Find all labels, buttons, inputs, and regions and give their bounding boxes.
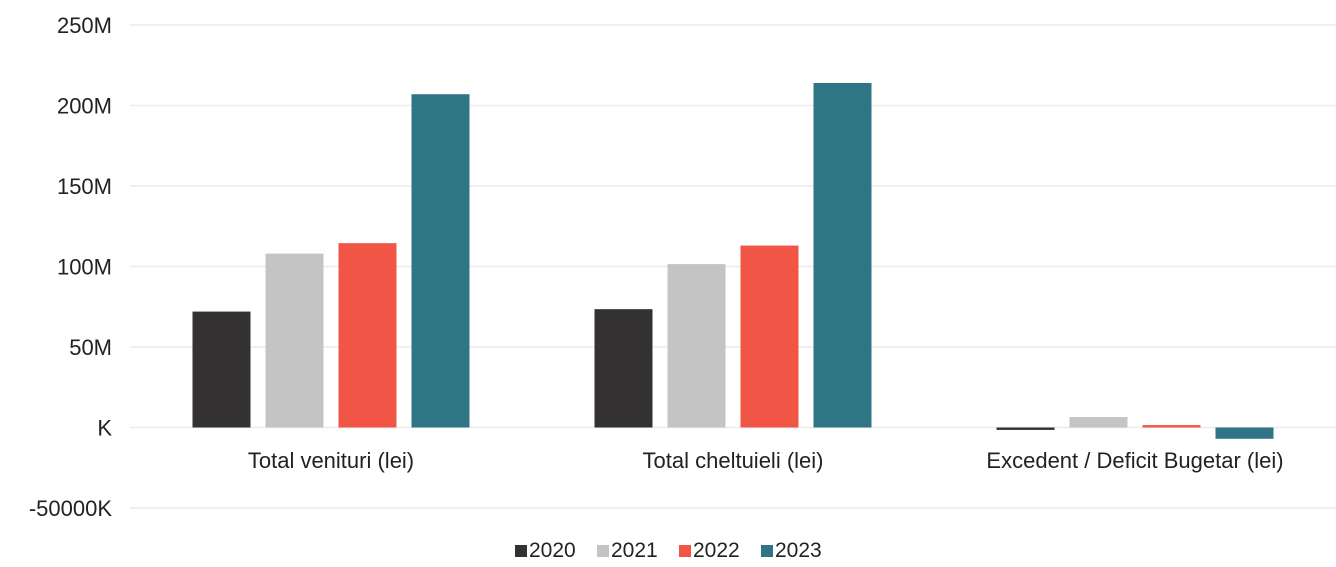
legend-item: 2021	[597, 539, 658, 562]
bar-2023	[813, 82, 872, 428]
legend-swatch	[515, 545, 527, 557]
gridlines	[130, 24, 1336, 509]
y-tick-label: 50M	[69, 335, 112, 360]
bar-2022	[1142, 425, 1201, 428]
legend-label: 2020	[529, 539, 576, 562]
legend-item: 2023	[761, 539, 822, 562]
bar-2021	[265, 253, 324, 428]
y-tick-label: 250M	[57, 13, 112, 38]
y-axis-ticks: 250M 200M 150M 100M 50M K -50000K	[29, 13, 113, 521]
bars	[192, 82, 1274, 439]
y-tick-label: -50000K	[29, 496, 113, 521]
legend-item: 2020	[515, 539, 576, 562]
legend-item: 2022	[679, 539, 740, 562]
bar-2023	[1215, 427, 1274, 439]
x-category-label: Total venituri (lei)	[248, 448, 414, 473]
bar-2020	[996, 427, 1055, 430]
x-axis-categories: Total venituri (lei) Total cheltuieli (le…	[248, 448, 1284, 473]
legend-swatch	[761, 545, 773, 557]
x-category-label: Total cheltuieli (lei)	[643, 448, 824, 473]
bar-2022	[740, 245, 799, 428]
legend-swatch	[597, 545, 609, 557]
bar-2020	[594, 309, 653, 428]
bar-2021	[667, 264, 726, 428]
bar-2022	[338, 243, 397, 428]
x-category-label: Excedent / Deficit Bugetar (lei)	[986, 448, 1283, 473]
legend-label: 2023	[775, 539, 822, 562]
bar-2023	[411, 94, 470, 428]
legend-label: 2021	[611, 539, 658, 562]
legend: 2020 2021 2022 2023	[515, 539, 822, 562]
legend-label: 2022	[693, 539, 740, 562]
y-tick-label: 100M	[57, 255, 112, 280]
bar-2021	[1069, 417, 1128, 428]
y-tick-label: K	[97, 416, 112, 441]
y-tick-label: 150M	[57, 174, 112, 199]
legend-swatch	[679, 545, 691, 557]
bar-2020	[192, 311, 251, 428]
y-tick-label: 200M	[57, 94, 112, 119]
